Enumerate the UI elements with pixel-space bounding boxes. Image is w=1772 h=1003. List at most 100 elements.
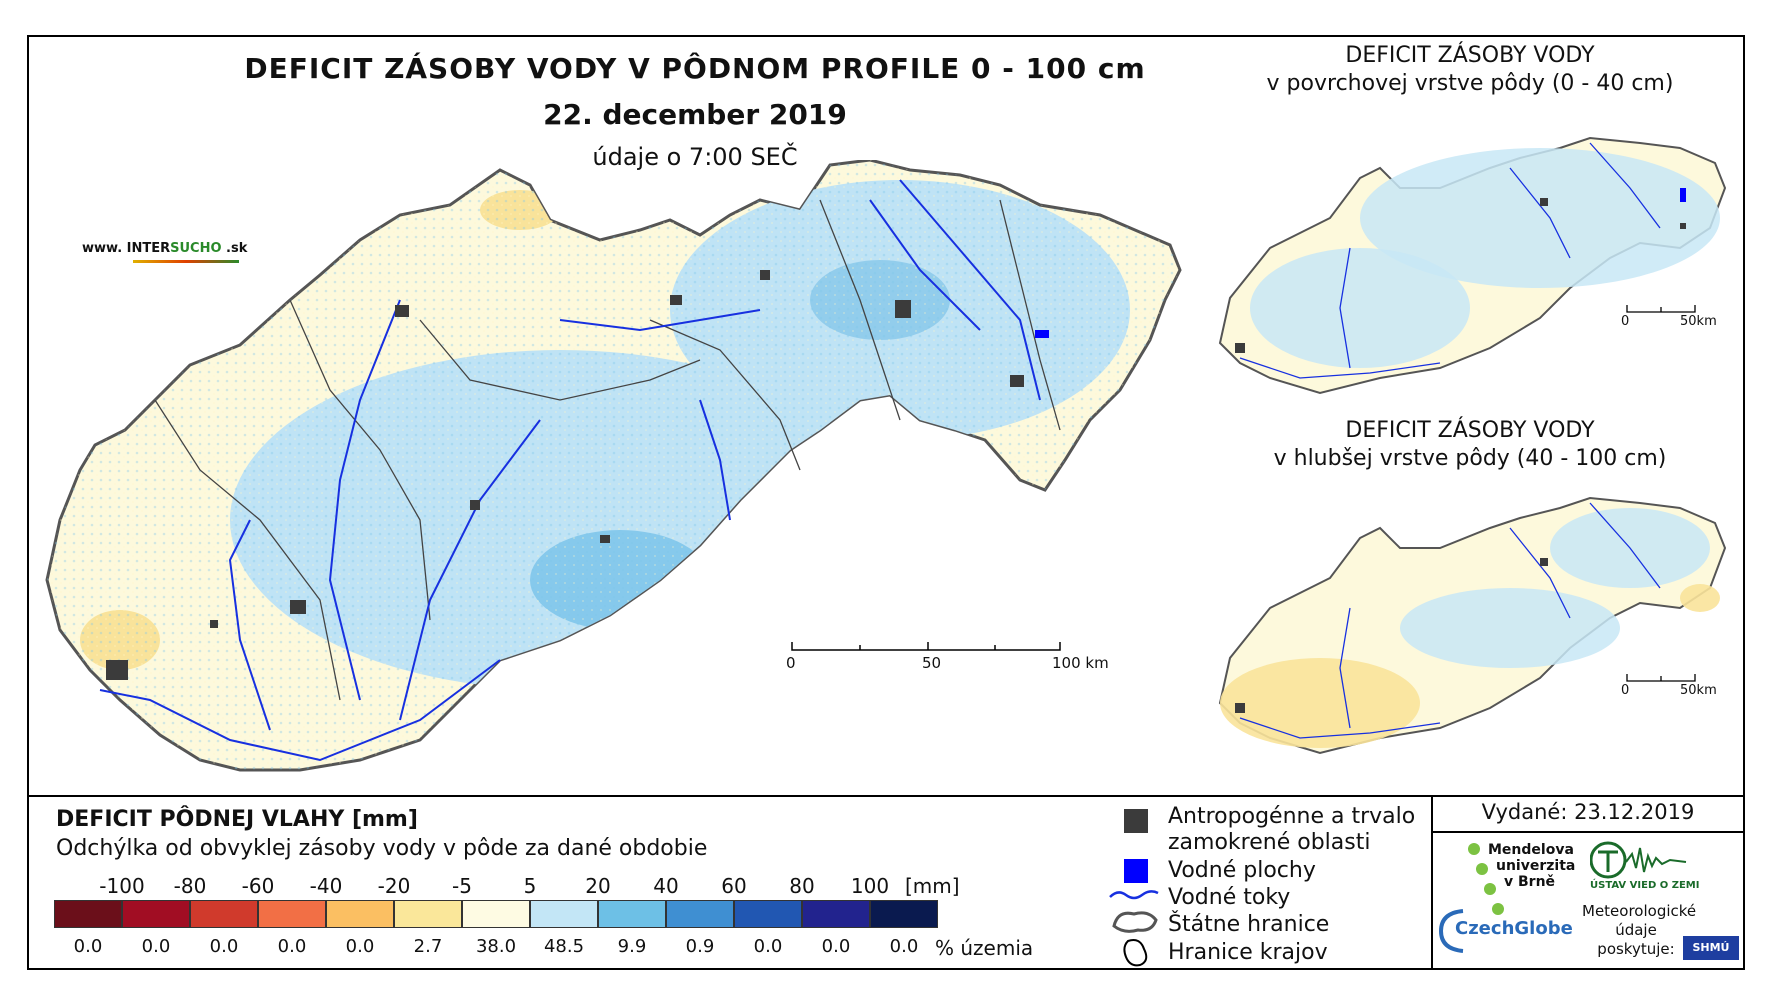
website-brand: SUCHO — [170, 241, 222, 256]
water-body-swatch-icon — [1124, 859, 1148, 883]
inset-top-map — [1218, 136, 1727, 395]
main-scale-tick-50: 50 — [922, 654, 942, 672]
legend-swatch-11 — [802, 900, 870, 928]
divider-vertical — [1431, 795, 1433, 970]
key-water-bodies: Vodné plochy — [1168, 858, 1316, 883]
legend-swatch-7 — [530, 900, 598, 928]
legend-threshold-4: -20 — [377, 874, 411, 898]
legend-percent-9: 0.9 — [685, 936, 715, 957]
main-date: 22. december 2019 — [543, 98, 847, 131]
website-suffix: .sk — [221, 241, 248, 256]
water-body-main — [1035, 330, 1049, 338]
inset-top-title: DEFICIT ZÁSOBY VODY v povrchovej vrstve … — [1200, 42, 1740, 98]
key-urban-line2: zamokrené oblasti — [1168, 830, 1371, 855]
meteo-line2: údaje — [1615, 921, 1657, 939]
ustav-logo-icon — [1590, 841, 1687, 879]
legend-swatch-3 — [258, 900, 326, 928]
inset-top-scale-tick-50: 50km — [1680, 314, 1717, 329]
legend-percent-1: 0.0 — [141, 936, 171, 957]
mendel-logo-text: Mendelova univerzita v Brně — [1488, 842, 1575, 890]
key-urban-line1: Antropogénne a trvalo — [1168, 804, 1416, 829]
mendel-line3: v Brně — [1504, 874, 1556, 890]
czechglobe-text: CzechGlobe — [1455, 918, 1573, 939]
mendel-logo-dot-1 — [1468, 843, 1480, 855]
legend-swatch-6 — [462, 900, 530, 928]
legend-percent-11: 0.0 — [821, 936, 851, 957]
legend-swatch-10 — [734, 900, 802, 928]
divider-issued — [1431, 831, 1745, 833]
legend-percent-4: 0.0 — [345, 936, 375, 957]
legend-swatch-8 — [598, 900, 666, 928]
legend-swatch-1 — [122, 900, 190, 928]
region-border-icon — [1123, 939, 1148, 967]
legend-percent-7: 48.5 — [543, 936, 585, 957]
inset-bottom-map — [1218, 496, 1727, 755]
legend-title: DEFICIT PÔDNEJ VLAHY [mm] — [56, 807, 418, 832]
legend-subtitle: Odchýlka od obvyklej zásoby vody v pôde … — [56, 836, 708, 861]
inset-bottom-title: DEFICIT ZÁSOBY VODY v hlubšej vrstve pôd… — [1200, 417, 1740, 473]
urban-areas-main — [106, 270, 1024, 680]
inset-bottom-scale-tick-50: 50km — [1680, 683, 1717, 698]
state-border-icon — [1112, 911, 1158, 933]
legend-percent-unit: % územia — [935, 936, 1034, 960]
legend-threshold-3: -40 — [309, 874, 343, 898]
inset-bottom-scale-tick-0: 0 — [1621, 683, 1630, 698]
region-borders-main — [154, 199, 1061, 701]
main-scale-tick-100: 100 km — [1052, 654, 1109, 672]
inset-bottom-scale-bar — [1626, 674, 1696, 682]
legend-swatch-12 — [870, 900, 938, 928]
urban-swatch-icon — [1124, 809, 1148, 833]
legend-threshold-8: 40 — [653, 874, 679, 898]
shmu-logo: SHMÚ — [1683, 936, 1739, 960]
legend-percent-12: 0.0 — [889, 936, 919, 957]
legend-swatch-2 — [190, 900, 258, 928]
main-time: údaje o 7:00 SEČ — [592, 143, 798, 171]
legend-swatch-9 — [666, 900, 734, 928]
issued-date: Vydané: 23.12.2019 — [1481, 800, 1695, 824]
key-urban: Antropogénne a trvalo zamokrené oblasti — [1168, 804, 1415, 856]
inset-top-scale-tick-0: 0 — [1621, 314, 1630, 329]
legend-percent-2: 0.0 — [209, 936, 239, 957]
legend-percent-3: 0.0 — [277, 936, 307, 957]
key-region-border: Hranice krajov — [1168, 940, 1328, 965]
inset-top-title-line2: v povrchovej vrstve pôdy (0 - 40 cm) — [1266, 71, 1674, 96]
inset-bottom-title-line1: DEFICIT ZÁSOBY VODY — [1345, 418, 1595, 443]
rivers-main — [99, 179, 1041, 762]
legend-threshold-5: -5 — [452, 874, 472, 898]
mendel-logo-dot-2 — [1476, 863, 1488, 875]
mendel-line1: Mendelova — [1488, 842, 1574, 858]
meteo-line1: Meteorologické — [1582, 902, 1697, 920]
main-scale-bar — [791, 642, 1061, 651]
main-title: DEFICIT ZÁSOBY VODY V PÔDNOM PROFILE 0 -… — [244, 52, 1146, 85]
legend-percent-0: 0.0 — [73, 936, 103, 957]
legend-threshold-1: -80 — [173, 874, 207, 898]
legend-threshold-2: -60 — [241, 874, 275, 898]
mendel-logo-dot-4 — [1492, 903, 1504, 915]
key-state-border: Štátne hranice — [1168, 912, 1330, 937]
legend-swatch-0 — [54, 900, 122, 928]
inset-top-title-line1: DEFICIT ZÁSOBY VODY — [1345, 43, 1595, 68]
divider-horizontal — [27, 795, 1745, 797]
ustav-text: ÚSTAV VIED O ZEMI — [1590, 880, 1700, 891]
legend-threshold-10: 80 — [789, 874, 815, 898]
legend-percent-6: 38.0 — [475, 936, 517, 957]
key-rivers: Vodné toky — [1168, 885, 1291, 910]
legend-swatch-4 — [326, 900, 394, 928]
website-underline — [133, 260, 239, 263]
czechglobe-logo-icon — [1438, 909, 1464, 953]
legend-threshold-6: 5 — [523, 874, 537, 898]
legend-swatch-5 — [394, 900, 462, 928]
legend-threshold-11: 100 — [850, 874, 890, 898]
mendel-logo-dot-3 — [1484, 883, 1496, 895]
meteo-line3: poskytuje: — [1597, 940, 1675, 958]
legend-percent-8: 9.9 — [617, 936, 647, 957]
legend-threshold-7: 20 — [585, 874, 611, 898]
website-label[interactable]: www. INTERSUCHO .sk — [82, 241, 247, 256]
legend-unit: [mm] — [905, 874, 960, 898]
river-line-icon — [1109, 890, 1159, 900]
legend-threshold-9: 60 — [721, 874, 747, 898]
legend-threshold-0: -100 — [99, 874, 145, 898]
inset-top-scale-bar — [1626, 305, 1696, 313]
website-prefix: www. INTER — [82, 241, 171, 256]
map-frame — [27, 35, 1745, 970]
